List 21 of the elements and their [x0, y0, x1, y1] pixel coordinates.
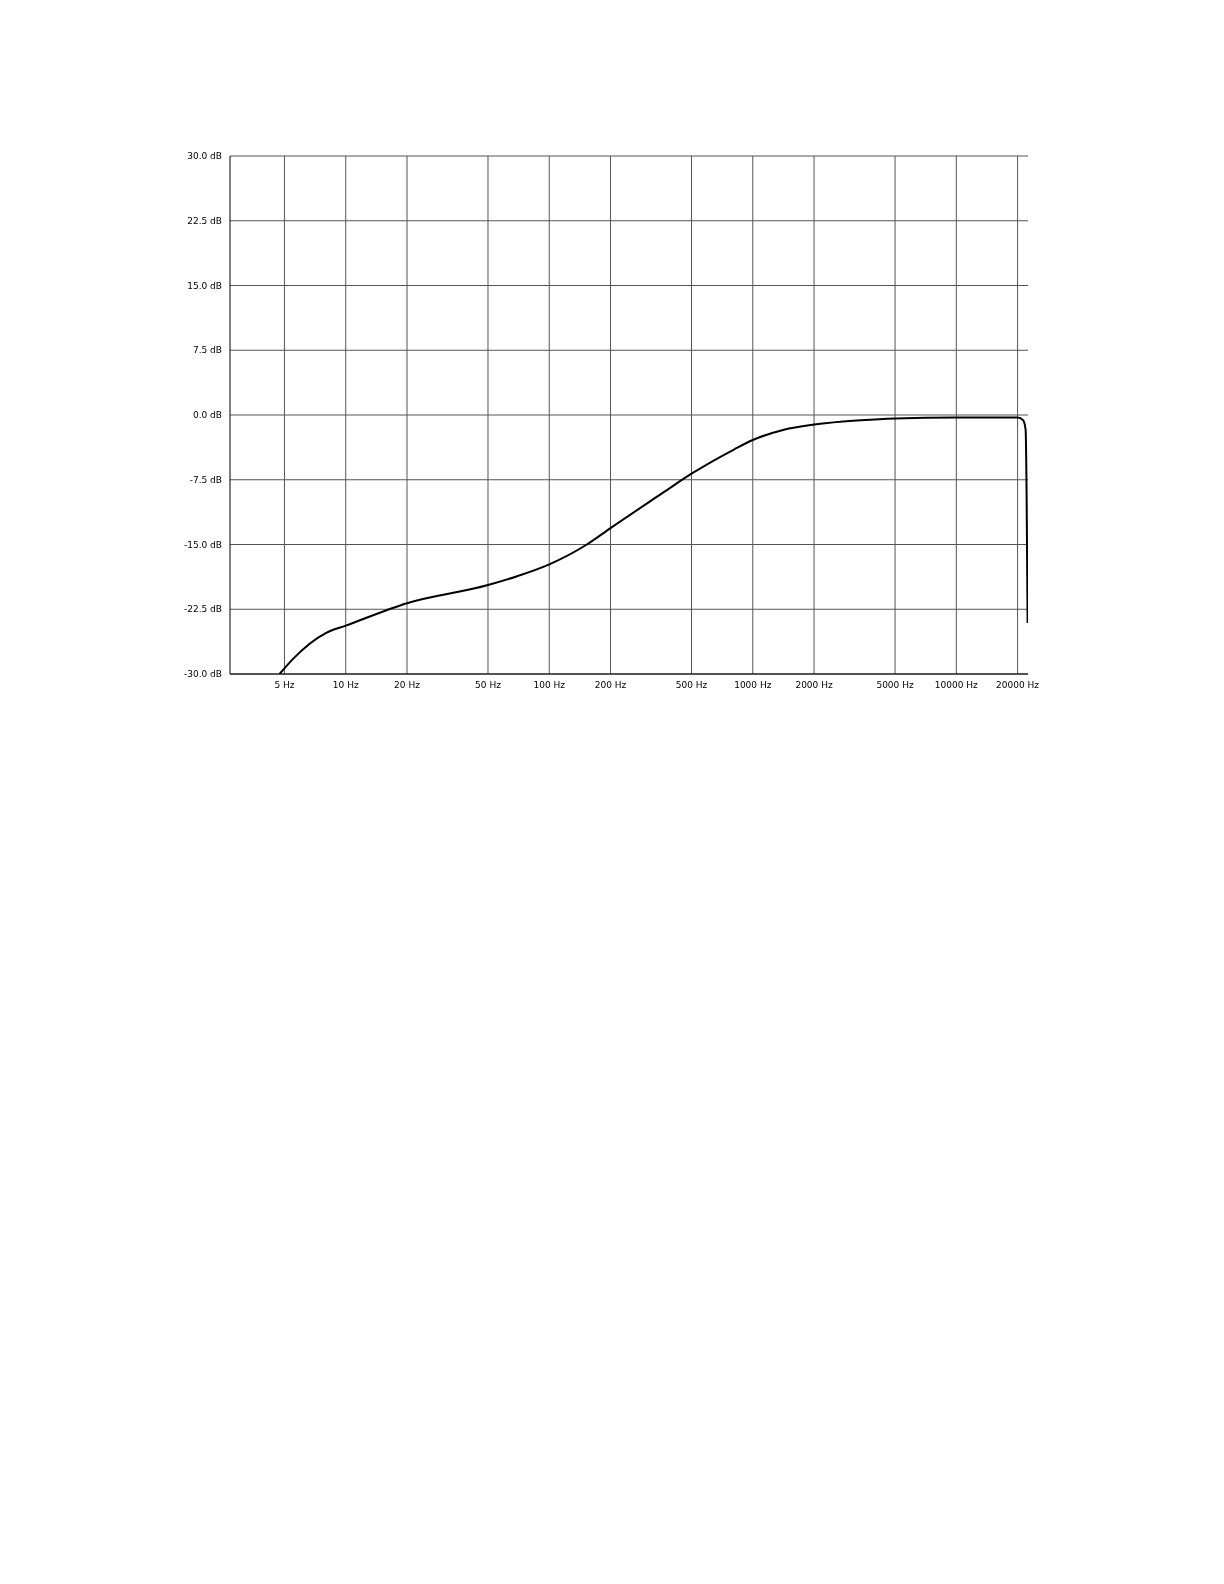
x-tick-label: 100 Hz	[533, 680, 566, 691]
x-tick-label: 10000 Hz	[934, 680, 979, 691]
y-tick-label: 15.0 dB	[187, 280, 222, 291]
y-tick-label: 0.0 dB	[192, 410, 222, 421]
y-tick-label: -7.5 dB	[189, 474, 222, 485]
x-tick-label: 50 Hz	[475, 680, 502, 691]
x-tick-label: 1000 Hz	[734, 680, 772, 691]
x-tick-label: 500 Hz	[675, 680, 708, 691]
x-tick-label: 20000 Hz	[996, 680, 1040, 691]
x-tick-label: 5000 Hz	[876, 680, 914, 691]
y-tick-label: 30.0 dB	[187, 151, 222, 162]
y-tick-label: 22.5 dB	[187, 215, 222, 226]
x-tick-label: 5 Hz	[274, 680, 295, 691]
x-tick-label: 20 Hz	[394, 680, 421, 691]
y-tick-label: -30.0 dB	[183, 669, 222, 680]
x-tick-label: 2000 Hz	[795, 680, 833, 691]
x-tick-label: 200 Hz	[594, 680, 627, 691]
x-tick-label: 10 Hz	[332, 680, 359, 691]
y-tick-label: 7.5 dB	[192, 345, 222, 356]
y-tick-label: -15.0 dB	[183, 539, 222, 550]
y-tick-label: -22.5 dB	[183, 604, 222, 615]
